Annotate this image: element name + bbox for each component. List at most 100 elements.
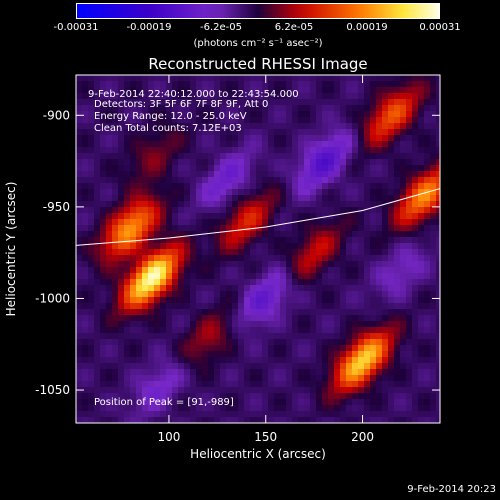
heatmap-cell	[334, 351, 340, 357]
heatmap-cell	[430, 141, 436, 147]
heatmap-cell	[94, 213, 100, 219]
heatmap-cell	[88, 399, 94, 405]
heatmap-cell	[418, 231, 424, 237]
heatmap-cell	[82, 417, 88, 423]
heatmap-cell	[184, 171, 190, 177]
heatmap-cell	[256, 207, 262, 213]
heatmap-cell	[388, 165, 394, 171]
heatmap-cell	[76, 159, 82, 165]
heatmap-cell	[394, 285, 400, 291]
heatmap-cell	[388, 75, 394, 81]
heatmap-cell	[124, 333, 130, 339]
heatmap-cell	[238, 141, 244, 147]
heatmap-cell	[286, 333, 292, 339]
heatmap-cell	[376, 147, 382, 153]
heatmap-cell	[316, 309, 322, 315]
heatmap-cell	[226, 87, 232, 93]
heatmap-cell	[214, 207, 220, 213]
heatmap-cell	[346, 183, 352, 189]
heatmap-cell	[316, 267, 322, 273]
heatmap-cell	[346, 333, 352, 339]
heatmap-cell	[148, 231, 154, 237]
heatmap-cell	[286, 189, 292, 195]
heatmap-cell	[136, 327, 142, 333]
heatmap-cell	[214, 291, 220, 297]
heatmap-cell	[328, 393, 334, 399]
heatmap-cell	[220, 315, 226, 321]
heatmap-cell	[268, 93, 274, 99]
heatmap-cell	[196, 297, 202, 303]
heatmap-cell	[304, 261, 310, 267]
heatmap-cell	[376, 75, 382, 81]
heatmap-cell	[382, 159, 388, 165]
heatmap-cell	[214, 213, 220, 219]
heatmap-cell	[172, 381, 178, 387]
heatmap-cell	[322, 135, 328, 141]
heatmap-cell	[418, 357, 424, 363]
heatmap-cell	[112, 123, 118, 129]
heatmap-cell	[160, 297, 166, 303]
heatmap-cell	[328, 165, 334, 171]
heatmap-cell	[268, 267, 274, 273]
heatmap-cell	[106, 291, 112, 297]
heatmap-cell	[328, 111, 334, 117]
heatmap-cell	[172, 225, 178, 231]
heatmap-cell	[376, 249, 382, 255]
heatmap-cell	[100, 351, 106, 357]
heatmap-cell	[256, 105, 262, 111]
heatmap-cell	[322, 357, 328, 363]
heatmap-cell	[328, 375, 334, 381]
heatmap-cell	[340, 321, 346, 327]
heatmap-cell	[226, 375, 232, 381]
heatmap-cell	[436, 75, 442, 81]
heatmap-cell	[406, 333, 412, 339]
heatmap-cell	[100, 261, 106, 267]
heatmap-cell	[112, 111, 118, 117]
heatmap-cell	[424, 75, 430, 81]
heatmap-cell	[118, 357, 124, 363]
heatmap-cell	[352, 387, 358, 393]
heatmap-cell	[196, 369, 202, 375]
heatmap-cell	[298, 405, 304, 411]
heatmap-cell	[340, 177, 346, 183]
heatmap-cell	[328, 147, 334, 153]
heatmap-cell	[292, 393, 298, 399]
heatmap-cell	[310, 345, 316, 351]
heatmap-cell	[112, 147, 118, 153]
heatmap-cell	[388, 243, 394, 249]
heatmap-cell	[94, 159, 100, 165]
heatmap-cell	[106, 81, 112, 87]
heatmap-cell	[430, 219, 436, 225]
heatmap-cell	[142, 183, 148, 189]
heatmap-cell	[280, 303, 286, 309]
heatmap-cell	[154, 225, 160, 231]
heatmap-cell	[208, 213, 214, 219]
heatmap-cell	[142, 255, 148, 261]
heatmap-cell	[136, 75, 142, 81]
heatmap-cell	[112, 93, 118, 99]
heatmap-cell	[160, 213, 166, 219]
heatmap-cell	[232, 123, 238, 129]
heatmap-cell	[376, 153, 382, 159]
heatmap-cell	[142, 273, 148, 279]
heatmap-cell	[292, 81, 298, 87]
heatmap-cell	[334, 411, 340, 417]
heatmap-cell	[286, 87, 292, 93]
heatmap-cell	[172, 123, 178, 129]
heatmap-cell	[118, 249, 124, 255]
heatmap-cell	[358, 129, 364, 135]
heatmap-cell	[358, 315, 364, 321]
heatmap-cell	[220, 129, 226, 135]
heatmap-cell	[124, 303, 130, 309]
heatmap-cell	[118, 93, 124, 99]
heatmap-cell	[148, 333, 154, 339]
heatmap-cell	[430, 99, 436, 105]
heatmap-cell	[250, 351, 256, 357]
heatmap-cell	[100, 321, 106, 327]
heatmap-cell	[76, 171, 82, 177]
heatmap-cell	[220, 303, 226, 309]
heatmap-cell	[262, 303, 268, 309]
heatmap-cell	[226, 243, 232, 249]
heatmap-cell	[406, 411, 412, 417]
heatmap-cell	[400, 201, 406, 207]
